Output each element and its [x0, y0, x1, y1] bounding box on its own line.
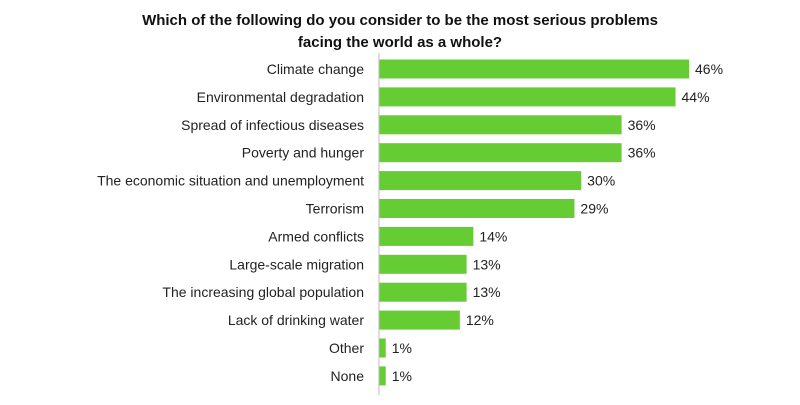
bar	[379, 310, 460, 330]
chart-title-line-2: facing the world as a whole?	[297, 34, 503, 51]
category-label: Lack of drinking water	[228, 312, 365, 328]
bar	[379, 87, 676, 107]
bar	[379, 199, 575, 218]
bar	[379, 171, 582, 191]
chart-title: Which of the following do you consider t…	[0, 10, 800, 54]
value-label: 12%	[466, 312, 494, 328]
category-label: Large-scale migration	[229, 256, 364, 272]
value-label: 46%	[695, 61, 723, 77]
chart-title-line-1: Which of the following do you consider t…	[142, 12, 658, 29]
bars-group: Climate change 46% Environmental degradati…	[97, 59, 723, 386]
bar	[379, 59, 689, 79]
value-label: 44%	[682, 89, 710, 105]
bar	[379, 254, 467, 274]
value-label: 13%	[473, 284, 501, 300]
bar	[379, 338, 386, 358]
value-label: 36%	[628, 145, 656, 161]
category-label: Climate change	[267, 61, 364, 77]
category-label: Armed conflicts	[268, 228, 364, 244]
category-label: The increasing global population	[162, 284, 364, 300]
category-label: Terrorism	[306, 201, 364, 217]
category-label: None	[331, 368, 365, 384]
category-label: Other	[329, 340, 364, 356]
bar	[379, 143, 622, 163]
category-label: Environmental degradation	[197, 89, 364, 105]
bar	[379, 226, 474, 246]
bar	[379, 115, 622, 135]
category-label: Spread of infectious diseases	[181, 117, 364, 133]
category-label: Poverty and hunger	[242, 145, 365, 161]
value-label: 14%	[479, 228, 507, 244]
category-label: The economic situation and unemployment	[97, 173, 364, 189]
value-label: 1%	[392, 368, 412, 384]
bar	[379, 282, 467, 302]
value-label: 29%	[580, 201, 608, 217]
value-label: 30%	[587, 173, 615, 189]
value-label: 36%	[628, 117, 656, 133]
bar	[379, 366, 386, 386]
value-label: 13%	[473, 256, 501, 272]
value-label: 1%	[392, 340, 412, 356]
